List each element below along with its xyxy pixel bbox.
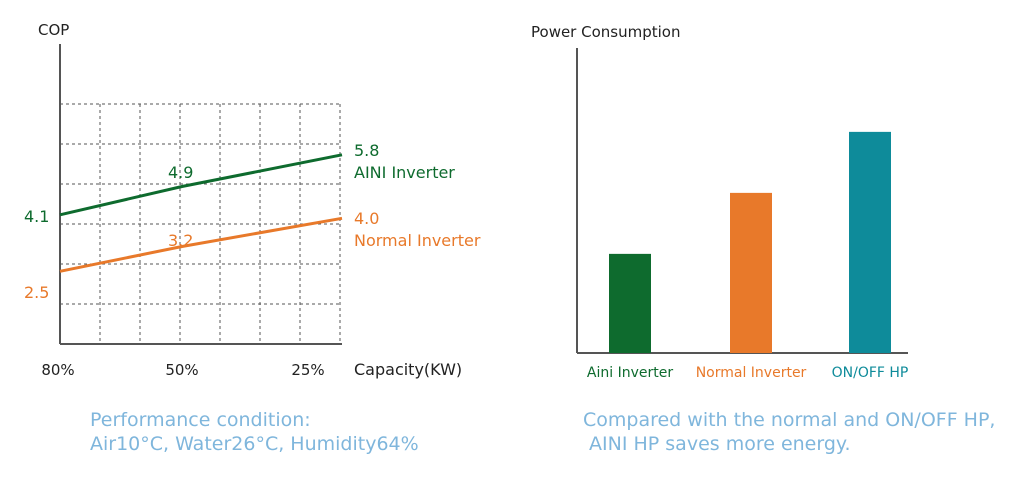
power-bar xyxy=(730,192,772,353)
caption-line: Compared with the normal and ON/OFF HP, xyxy=(583,409,996,431)
cop-x-tick-label: 25% xyxy=(291,361,324,379)
cop-data-label: 2.5 xyxy=(24,283,49,302)
power-bar-chart: Power Consumption Aini Inverter Normal In… xyxy=(531,23,908,381)
power-category-label: Aini Inverter xyxy=(587,365,673,381)
power-bar xyxy=(849,131,891,353)
cop-series-line xyxy=(59,216,343,273)
cop-data-label: 5.8 xyxy=(354,141,379,160)
caption-line: AINI HP saves more energy. xyxy=(583,433,851,455)
cop-data-label: 4.1 xyxy=(24,207,49,226)
cop-gridlines xyxy=(60,103,342,344)
cop-series-line xyxy=(59,153,343,217)
energy-comparison-caption: Compared with the normal and ON/OFF HP, … xyxy=(583,408,995,456)
power-category-label: ON/OFF HP xyxy=(832,365,909,381)
caption-line: Performance condition: xyxy=(90,409,311,431)
cop-y-axis-label: COP xyxy=(38,21,69,39)
caption-line: Air10°C, Water26°C, Humidity64% xyxy=(90,433,419,455)
cop-data-label: 4.9 xyxy=(168,163,193,182)
power-category-label: Normal Inverter xyxy=(696,365,807,381)
cop-x-tick-label: 50% xyxy=(165,361,198,379)
performance-condition-caption: Performance condition: Air10°C, Water26°… xyxy=(90,408,419,456)
cop-data-label: 4.0 xyxy=(354,209,379,228)
cop-x-axis-label: Capacity(KW) xyxy=(354,360,462,379)
cop-line-chart: COP Capacity(KW) 80% 50% 25% 4.1 4.9 5.8 AINI… xyxy=(24,21,481,379)
power-bar xyxy=(609,253,651,353)
cop-data-label: 3.2 xyxy=(168,231,193,250)
power-y-axis-label: Power Consumption xyxy=(531,23,680,41)
cop-series-name: AINI Inverter xyxy=(354,163,455,182)
cop-x-tick-label: 80% xyxy=(41,361,74,379)
cop-series-name: Normal Inverter xyxy=(354,231,481,250)
